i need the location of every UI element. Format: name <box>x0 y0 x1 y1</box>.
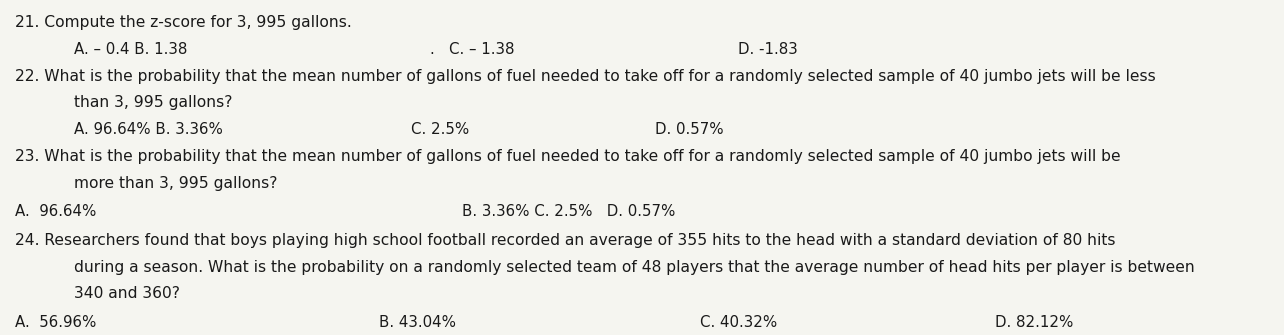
Text: A. 96.64% B. 3.36%: A. 96.64% B. 3.36% <box>74 122 223 137</box>
Text: 21. Compute the z-score for 3, 995 gallons.: 21. Compute the z-score for 3, 995 gallo… <box>15 15 352 30</box>
Text: C. 40.32%: C. 40.32% <box>700 315 777 330</box>
Text: 340 and 360?: 340 and 360? <box>74 286 181 302</box>
Text: A. – 0.4 B. 1.38: A. – 0.4 B. 1.38 <box>74 42 187 57</box>
Text: D. 0.57%: D. 0.57% <box>655 122 723 137</box>
Text: 22. What is the probability that the mean number of gallons of fuel needed to ta: 22. What is the probability that the mea… <box>15 69 1156 84</box>
Text: more than 3, 995 gallons?: more than 3, 995 gallons? <box>74 176 277 191</box>
Text: 24. Researchers found that boys playing high school football recorded an average: 24. Researchers found that boys playing … <box>15 233 1116 248</box>
Text: A.  56.96%: A. 56.96% <box>15 315 96 330</box>
Text: B. 43.04%: B. 43.04% <box>379 315 456 330</box>
Text: A.  96.64%: A. 96.64% <box>15 204 96 219</box>
Text: D. 82.12%: D. 82.12% <box>995 315 1073 330</box>
Text: .   C. – 1.38: . C. – 1.38 <box>430 42 515 57</box>
Text: D. -1.83: D. -1.83 <box>738 42 799 57</box>
Text: than 3, 995 gallons?: than 3, 995 gallons? <box>74 95 232 111</box>
Text: C. 2.5%: C. 2.5% <box>411 122 469 137</box>
Text: B. 3.36% C. 2.5%   D. 0.57%: B. 3.36% C. 2.5% D. 0.57% <box>462 204 675 219</box>
Text: during a season. What is the probability on a randomly selected team of 48 playe: during a season. What is the probability… <box>74 260 1195 275</box>
Text: 23. What is the probability that the mean number of gallons of fuel needed to ta: 23. What is the probability that the mea… <box>15 149 1121 164</box>
